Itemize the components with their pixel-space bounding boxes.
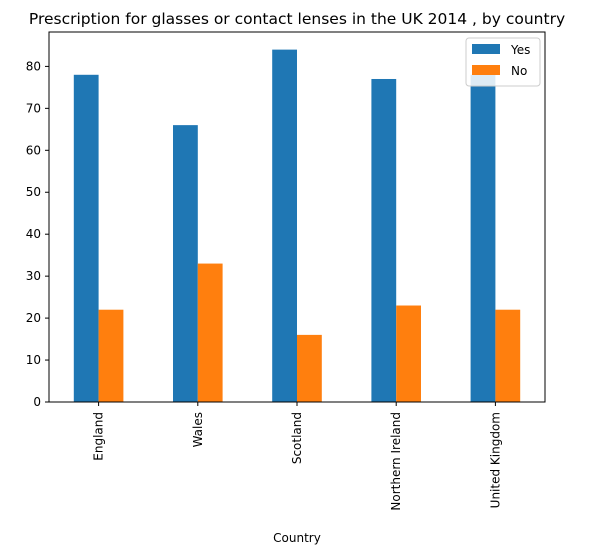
y-tick-label: 50 [26,185,41,199]
x-tick-label: Wales [191,412,205,447]
y-tick-label: 60 [26,143,41,157]
legend-label-yes: Yes [510,43,530,57]
plot-frame [48,31,546,403]
bar-yes-northern-ireland [371,78,397,402]
x-tick-label: England [92,412,106,461]
y-tick-label: 10 [26,353,41,367]
bar-yes-england [73,74,99,402]
x-axis-label: Country [273,531,321,545]
bar-no-united-kingdom [495,309,521,402]
bar-yes-scotland [272,49,297,402]
chart-title: Prescription for glasses or contact lens… [29,10,565,28]
x-tick-label: Scotland [290,412,304,464]
bar-yes-united-kingdom [470,74,496,402]
legend-swatch-yes [472,44,500,54]
y-tick-label: 80 [26,59,41,73]
x-tick-label: United Kingdom [488,412,502,508]
bar-no-scotland [297,334,322,402]
y-tick-label: 20 [26,311,41,325]
x-tick-label: Northern Ireland [389,412,403,511]
y-tick-label: 0 [33,395,41,409]
bar-no-wales [197,263,223,402]
y-tick-label: 30 [26,269,41,283]
legend-label-no: No [511,64,527,78]
plot-area: 0 10 20 30 40 50 60 70 80 England Wales Scotland Nor… [26,31,546,511]
bar-no-northern-ireland [396,305,421,402]
bar-yes-wales [173,125,198,403]
bar-no-england [98,309,124,402]
y-tick-label: 40 [26,227,41,241]
y-tick-label: 70 [26,101,41,115]
legend-swatch-no [472,65,500,75]
